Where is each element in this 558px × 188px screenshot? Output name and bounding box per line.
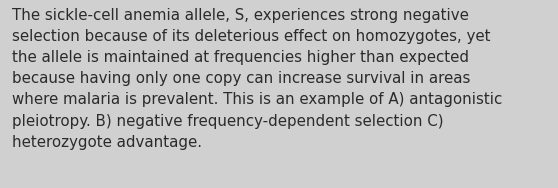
Text: The sickle-cell anemia allele, S, experiences strong negative
selection because : The sickle-cell anemia allele, S, experi… (12, 8, 503, 150)
